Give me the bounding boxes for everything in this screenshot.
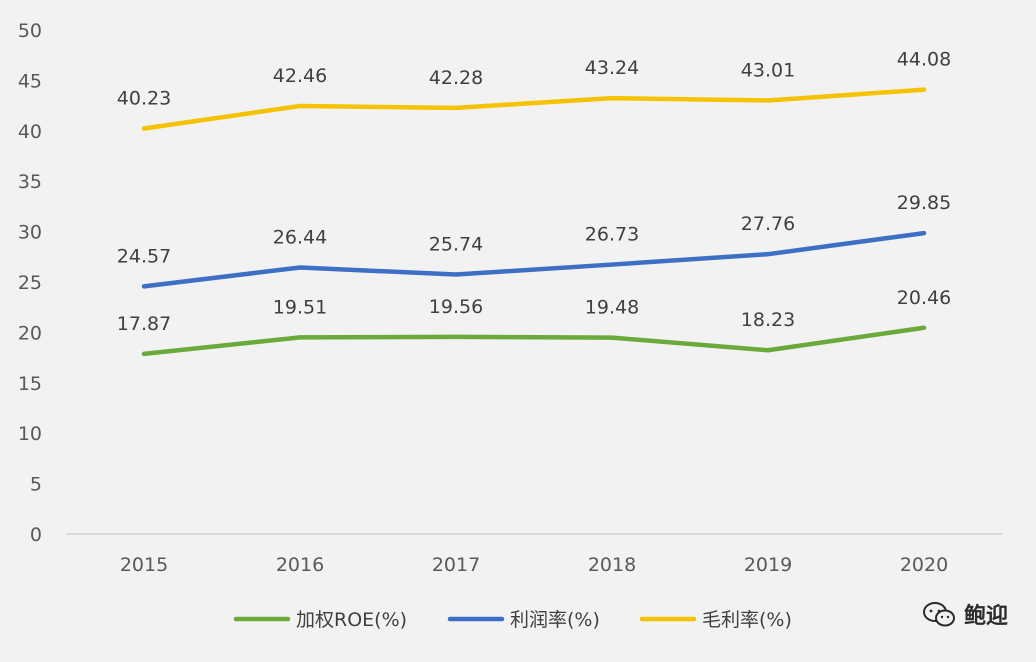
series-line xyxy=(141,230,927,289)
data-label: 24.57 xyxy=(117,245,171,267)
data-label: 29.85 xyxy=(897,192,951,214)
data-label: 42.28 xyxy=(429,67,483,89)
y-tick-label: 0 xyxy=(30,524,42,546)
series-line xyxy=(141,325,927,357)
y-tick-label: 5 xyxy=(30,474,42,496)
y-tick-label: 45 xyxy=(18,70,42,92)
series-line xyxy=(141,87,927,131)
data-label: 26.73 xyxy=(585,224,639,246)
data-label: 19.56 xyxy=(429,296,483,318)
data-label: 44.08 xyxy=(897,49,951,71)
y-tick-label: 30 xyxy=(18,222,42,244)
y-tick-label: 25 xyxy=(18,272,42,294)
y-tick-label: 10 xyxy=(18,423,42,445)
y-tick-label: 15 xyxy=(18,373,42,395)
data-label: 19.48 xyxy=(585,297,639,319)
wechat-icon xyxy=(922,602,955,627)
data-label: 25.74 xyxy=(429,234,483,256)
x-tick-label: 2019 xyxy=(744,554,792,576)
data-label: 18.23 xyxy=(741,309,795,331)
x-tick-label: 2015 xyxy=(120,554,168,576)
data-label: 26.44 xyxy=(273,226,327,248)
x-tick-label: 2017 xyxy=(432,554,480,576)
data-label: 43.24 xyxy=(585,57,639,79)
legend-label: 利润率(%) xyxy=(510,609,600,631)
y-tick-label: 40 xyxy=(18,121,42,143)
data-label: 27.76 xyxy=(741,213,795,235)
data-label: 19.51 xyxy=(273,296,327,318)
legend-label: 毛利率(%) xyxy=(702,609,792,631)
x-tick-label: 2018 xyxy=(588,554,636,576)
y-tick-label: 35 xyxy=(18,171,42,193)
data-label: 17.87 xyxy=(117,313,171,335)
x-tick-label: 2020 xyxy=(900,554,948,576)
data-label: 40.23 xyxy=(117,87,171,109)
watermark: 鲍迎 xyxy=(922,598,1008,630)
x-tick-label: 2016 xyxy=(276,554,324,576)
data-label: 20.46 xyxy=(897,287,951,309)
data-label: 43.01 xyxy=(741,59,795,81)
y-tick-label: 20 xyxy=(18,322,42,344)
legend-label: 加权ROE(%) xyxy=(296,609,407,631)
watermark-text: 鲍迎 xyxy=(963,604,1008,629)
y-tick-label: 50 xyxy=(18,20,42,42)
data-label: 42.46 xyxy=(273,65,327,87)
